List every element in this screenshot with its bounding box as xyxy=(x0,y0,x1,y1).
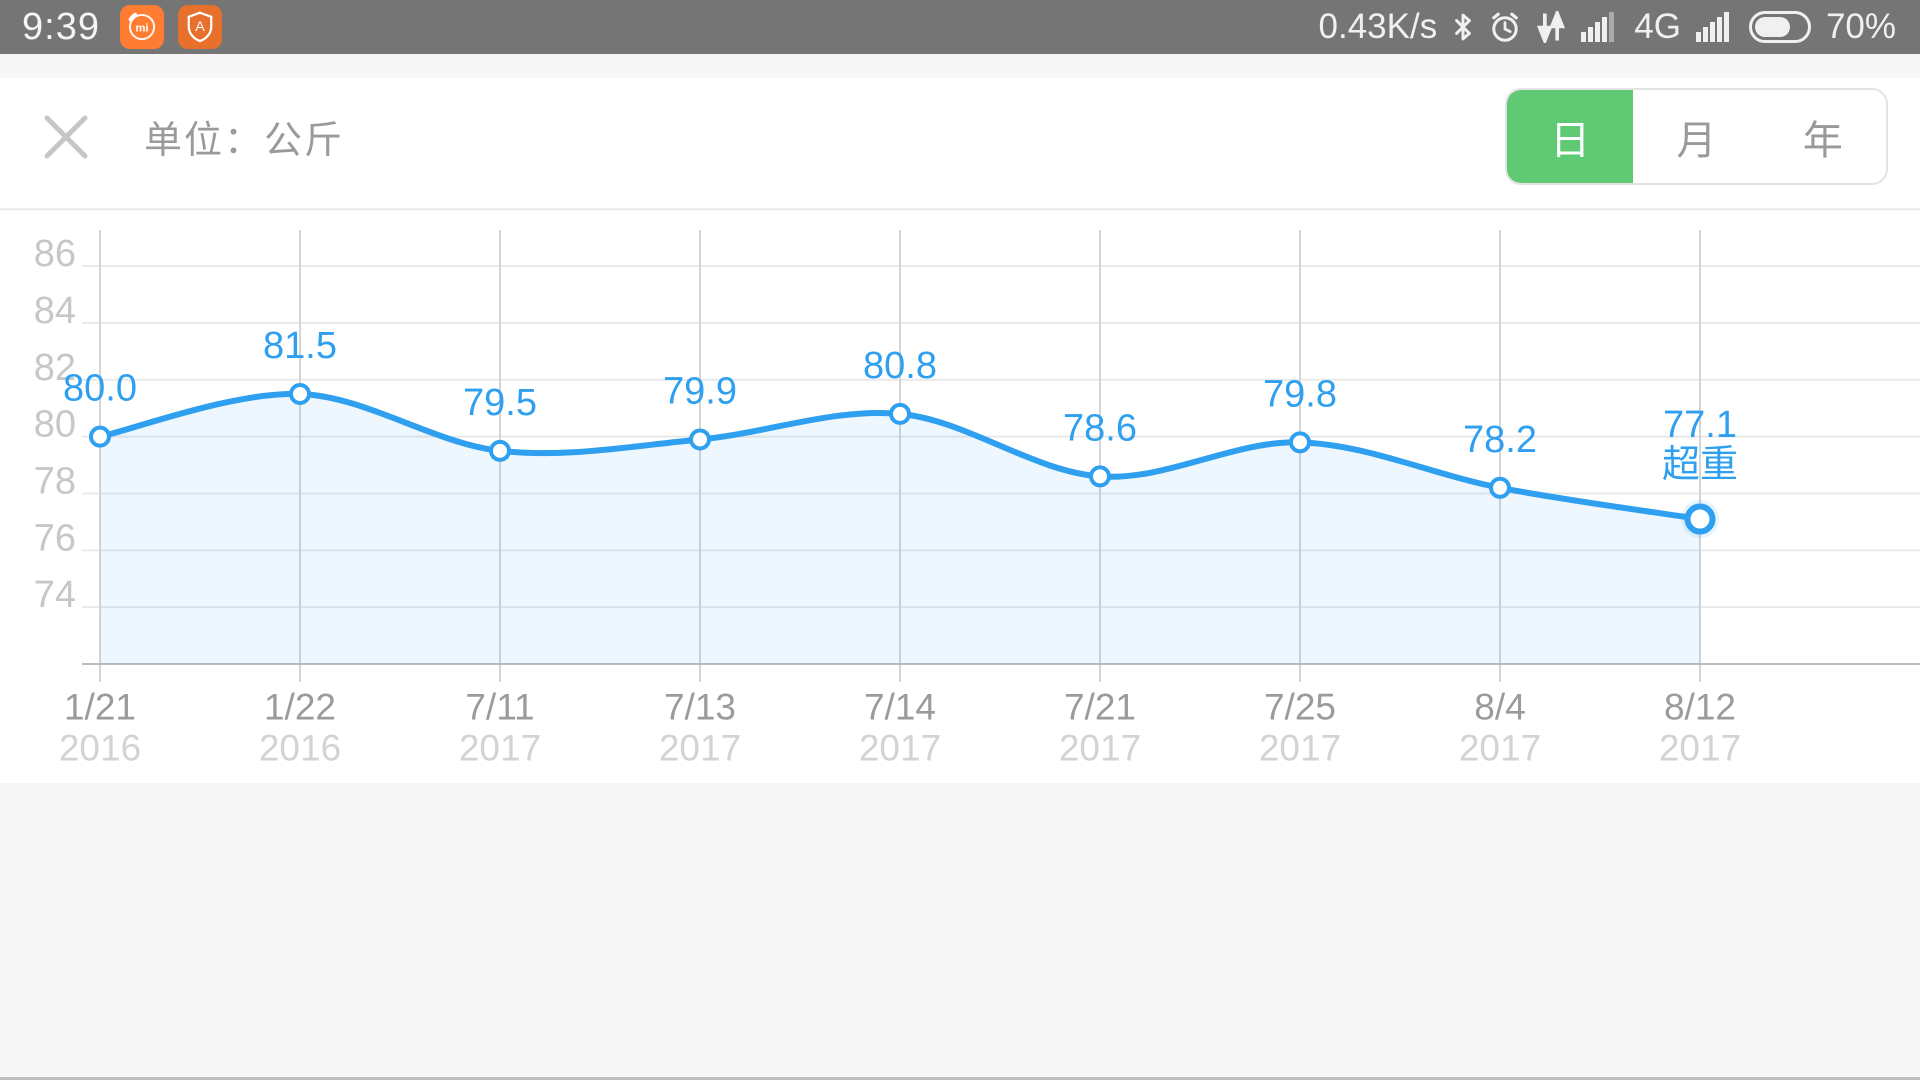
x-axis-date-label: 7/25 xyxy=(1264,687,1336,728)
data-point-marker[interactable] xyxy=(89,425,111,448)
x-axis-year-label: 2017 xyxy=(659,728,741,769)
x-axis-date-label: 7/13 xyxy=(664,687,736,728)
data-point-label: 80.8 xyxy=(863,345,937,387)
status-bar: 9:39 mi A 0.43K/s xyxy=(0,0,1920,54)
data-point-marker[interactable] xyxy=(689,428,711,451)
data-point-label: 79.8 xyxy=(1263,373,1337,415)
data-point-marker[interactable] xyxy=(1489,476,1511,499)
close-button[interactable] xyxy=(36,107,96,167)
x-axis-year-label: 2017 xyxy=(1259,728,1341,769)
data-point-marker[interactable] xyxy=(289,383,311,406)
close-icon xyxy=(44,115,88,158)
data-point-label: 78.6 xyxy=(1063,407,1137,449)
security-app-icon: A xyxy=(177,5,222,49)
tab-day[interactable]: 日 xyxy=(1507,90,1634,183)
x-axis-date-label: 8/12 xyxy=(1664,687,1736,728)
data-point-marker[interactable] xyxy=(1089,465,1111,488)
data-point-marker[interactable] xyxy=(1684,503,1716,535)
x-axis-year-label: 2017 xyxy=(1659,728,1741,769)
data-transfer-arrows-icon xyxy=(1537,11,1566,43)
y-axis-label: 84 xyxy=(34,290,76,332)
data-point-marker[interactable] xyxy=(889,402,911,425)
battery-percent-label: 70% xyxy=(1825,7,1896,46)
series-area-fill xyxy=(100,393,1700,664)
data-point-label: 79.9 xyxy=(663,370,737,412)
y-axis-label: 86 xyxy=(34,233,76,275)
x-axis-year-label: 2016 xyxy=(259,728,341,769)
x-axis-year-label: 2017 xyxy=(1459,728,1541,769)
x-axis-date-label: 7/11 xyxy=(465,687,534,728)
unit-label: 单位：公斤 xyxy=(144,120,345,162)
status-bar-right-cluster: 0.43K/s 4G xyxy=(1319,7,1896,47)
x-axis-date-label: 7/21 xyxy=(1064,687,1136,728)
notification-app-icons: mi A xyxy=(119,5,222,49)
svg-text:A: A xyxy=(195,19,205,35)
weight-line-chart: 86 84 82 80 78 76 74 80.0 81.5 79.5 79.9 80.8 78.6 79… xyxy=(0,208,1920,769)
tab-year[interactable]: 年 xyxy=(1802,118,1843,163)
data-point-marker[interactable] xyxy=(1289,431,1311,454)
y-axis-label: 74 xyxy=(34,574,76,616)
weight-chart-area: 86 84 82 80 78 76 74 80.0 81.5 79.5 79.9 80.8 78.6 79… xyxy=(0,195,1920,783)
x-axis-year-label: 2017 xyxy=(459,728,541,769)
x-axis-date-label: 7/14 xyxy=(864,687,936,728)
data-point-marker[interactable] xyxy=(489,439,511,462)
data-point-label: 77.1 xyxy=(1663,404,1737,446)
y-axis-label: 78 xyxy=(34,460,76,502)
overweight-annotation: 超重 xyxy=(1662,444,1738,486)
network-type-label: 4G xyxy=(1634,7,1681,46)
data-point-label: 81.5 xyxy=(263,325,337,367)
y-axis-label: 76 xyxy=(34,517,76,559)
battery-icon xyxy=(1748,11,1811,43)
x-axis-year-label: 2017 xyxy=(859,728,941,769)
data-point-label: 79.5 xyxy=(463,382,537,424)
tab-month[interactable]: 月 xyxy=(1676,118,1717,163)
x-axis-year-label: 2016 xyxy=(59,728,141,769)
y-axis-label: 82 xyxy=(34,347,76,389)
header-top-strip xyxy=(0,54,1920,78)
data-point-label: 78.2 xyxy=(1463,419,1537,461)
y-axis-label: 80 xyxy=(34,404,76,446)
bluetooth-icon xyxy=(1455,13,1472,41)
mi-fit-app-icon: mi xyxy=(119,5,164,49)
chart-header: 单位：公斤 日月 年 xyxy=(0,78,1920,195)
x-axis-date-label: 1/21 xyxy=(64,687,136,728)
data-point-label: 80.0 xyxy=(63,368,137,410)
signal-strength-icon xyxy=(1581,12,1615,42)
clock-time: 9:39 xyxy=(22,5,100,48)
x-axis-date-label: 1/22 xyxy=(264,687,336,728)
network-speed: 0.43K/s xyxy=(1318,7,1438,46)
svg-text:mi: mi xyxy=(135,22,148,34)
bottom-panel xyxy=(0,783,1920,1080)
alarm-clock-icon xyxy=(1492,12,1519,42)
x-axis-date-label: 8/4 xyxy=(1474,687,1525,728)
signal-strength-icon-2 xyxy=(1695,12,1729,42)
x-axis-year-label: 2017 xyxy=(1059,728,1141,769)
period-segmented-control: 日月 年 xyxy=(1505,88,1888,185)
